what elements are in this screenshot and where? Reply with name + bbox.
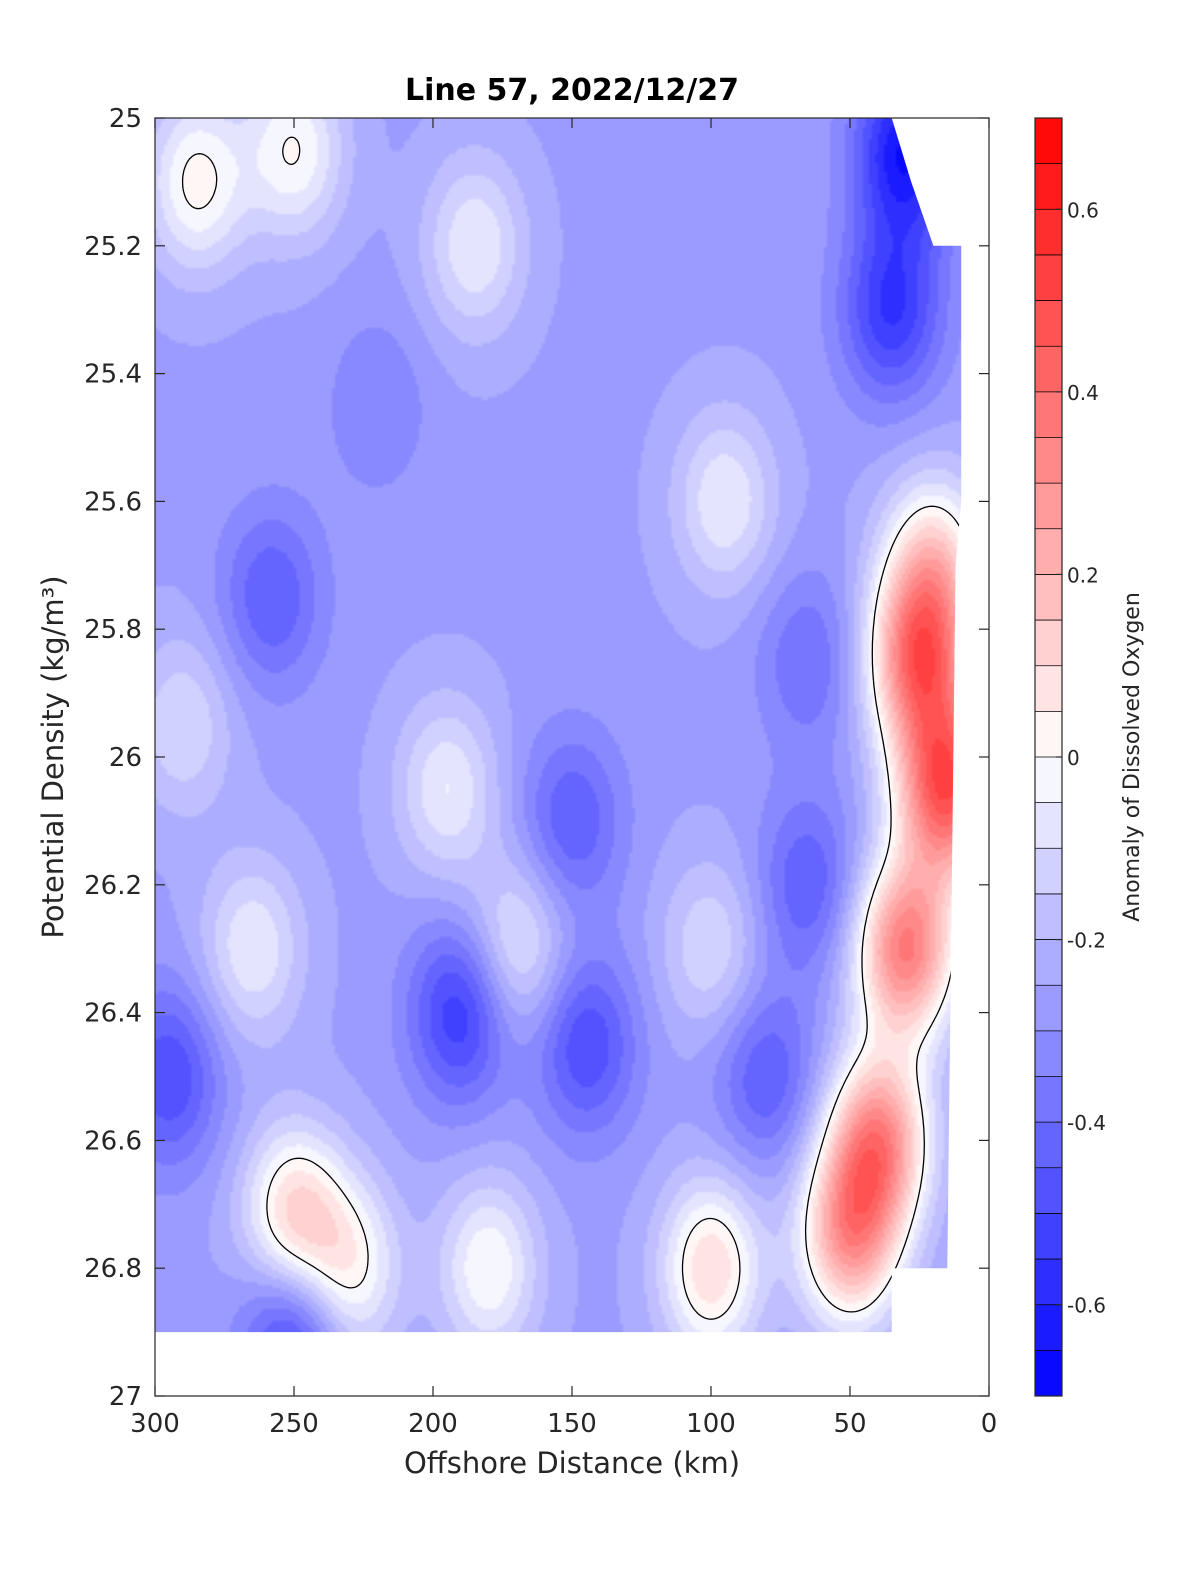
colorbar: 0.6 0.4 0.2 0 -0.2 -0.4 -0.6 <box>1034 117 1106 1397</box>
colorbar-segment <box>1035 1167 1062 1214</box>
x-tick-label: 100 <box>686 1409 736 1439</box>
colorbar-segment <box>1035 939 1062 986</box>
colorbar-label: Anomaly of Dissolved Oxygen <box>1120 592 1145 922</box>
colorbar-tick-label: 0.6 <box>1067 198 1099 222</box>
zero-contours <box>181 136 962 1320</box>
y-tick-label: 26.4 <box>84 999 142 1029</box>
y-tick-label: 26.8 <box>84 1254 142 1284</box>
colorbar-segment <box>1035 1122 1062 1169</box>
y-tick-label: 27 <box>109 1382 142 1412</box>
colorbar-segment <box>1035 893 1062 941</box>
colorbar-segment <box>1035 757 1062 804</box>
heatmap <box>155 118 962 1333</box>
colorbar-segment <box>1035 209 1062 256</box>
colorbar-tick-label: 0.2 <box>1067 563 1099 587</box>
y-axis: 25 25.2 25.4 25.6 25.8 26 26.2 26.4 26.6 26.8 27 <box>84 104 989 1412</box>
colorbar-segment <box>1035 254 1062 302</box>
colorbar-segment <box>1035 574 1062 621</box>
y-tick-label: 25.8 <box>84 615 142 645</box>
colorbar-segment <box>1035 848 1062 895</box>
colorbar-segment <box>1035 391 1062 438</box>
y-tick-label: 25.6 <box>84 487 142 517</box>
y-axis-label: Potential Density (kg/m³) <box>36 575 70 938</box>
colorbar-segment <box>1035 528 1062 575</box>
x-tick-label: 0 <box>981 1409 998 1439</box>
heatmap-field <box>155 118 962 1333</box>
colorbar-segment <box>1035 1304 1062 1351</box>
colorbar-segment <box>1035 665 1062 712</box>
x-tick-label: 250 <box>269 1409 319 1439</box>
colorbar-segment <box>1035 1030 1062 1077</box>
y-tick-label: 26.6 <box>84 1126 142 1156</box>
y-tick-label: 25 <box>109 104 142 134</box>
colorbar-segment <box>1035 985 1062 1032</box>
zero-contour-line <box>181 136 962 1320</box>
colorbar-segment <box>1035 1259 1062 1306</box>
y-tick-label: 26.2 <box>84 871 142 901</box>
y-tick-label: 26 <box>109 743 142 773</box>
colorbar-tick-label: -0.2 <box>1067 929 1106 953</box>
y-tick-label: 25.4 <box>84 360 142 390</box>
y-tick-label: 25.2 <box>84 232 142 262</box>
colorbar-segment <box>1035 118 1062 165</box>
colorbar-segment <box>1035 483 1062 530</box>
colorbar-tick-label: -0.6 <box>1067 1294 1106 1318</box>
colorbar-tick-label: 0 <box>1067 746 1080 770</box>
chart-title: Line 57, 2022/12/27 <box>405 73 739 108</box>
colorbar-segment <box>1035 1076 1062 1123</box>
x-axis: 300 250 200 150 100 50 0 <box>130 118 997 1439</box>
colorbar-tick-label: 0.4 <box>1067 381 1099 405</box>
x-tick-label: 50 <box>833 1409 866 1439</box>
x-axis-label: Offshore Distance (km) <box>404 1446 740 1480</box>
colorbar-segment <box>1035 300 1062 347</box>
colorbar-segment <box>1035 163 1062 210</box>
colorbar-segment <box>1035 346 1062 393</box>
x-tick-label: 200 <box>408 1409 458 1439</box>
x-tick-label: 300 <box>130 1409 180 1439</box>
x-tick-label: 150 <box>547 1409 597 1439</box>
colorbar-segment <box>1035 437 1062 484</box>
colorbar-segment <box>1035 1213 1062 1260</box>
colorbar-tick-label: -0.4 <box>1067 1111 1106 1135</box>
colorbar-segment <box>1035 711 1062 758</box>
colorbar-segment <box>1035 802 1062 849</box>
colorbar-segment <box>1035 620 1062 667</box>
colorbar-segment <box>1035 1350 1062 1397</box>
